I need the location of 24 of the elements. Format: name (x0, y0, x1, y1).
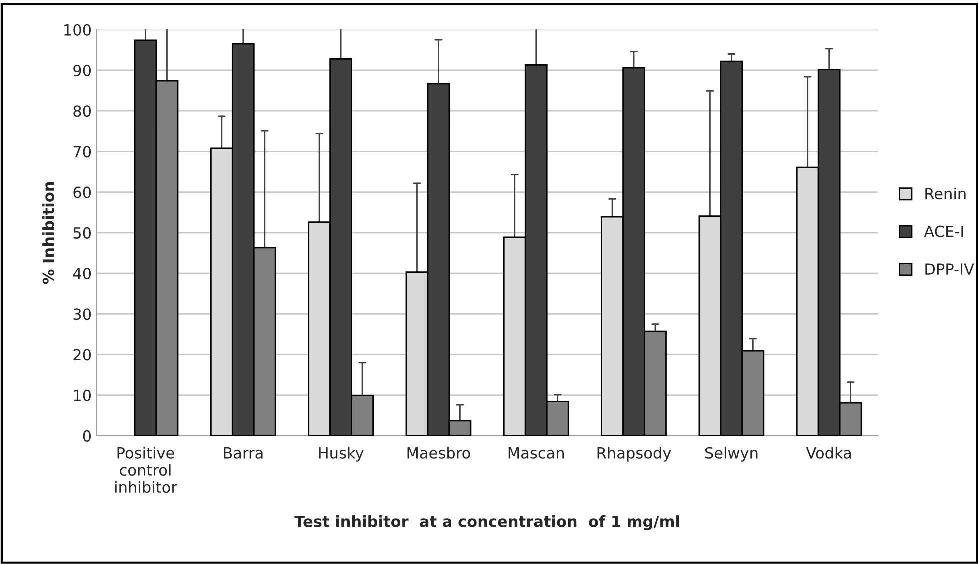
x-tick-label: Maesbro (408, 447, 470, 459)
x-axis-title: Test inhibitor at a concentration of 1 mg/ml (294, 516, 680, 530)
legend-label: Renin (926, 188, 966, 200)
y-tick-label: 100 (64, 24, 92, 36)
y-tick-label: 40 (73, 268, 92, 280)
x-tick-label: Vodka (806, 447, 852, 459)
y-tick-label: 20 (74, 349, 92, 361)
y-axis-title: % Inhibition (42, 182, 54, 284)
legend-label: ACE-I (924, 226, 964, 238)
x-tick-label: Husky (319, 447, 364, 462)
y-tick-label: 90 (74, 64, 92, 77)
x-tick-label: Mascan (508, 448, 564, 459)
y-tick-label: 0 (83, 430, 92, 442)
legend-label: DPP-IV (926, 264, 974, 275)
x-tick-label: Selwyn (705, 447, 758, 462)
y-tick-label: 30 (74, 308, 92, 320)
y-tick-label: 10 (74, 390, 92, 402)
y-tick-label: 50 (74, 227, 92, 239)
x-tick-label: Rhapsody (598, 447, 672, 462)
x-tick-label: Barra (224, 448, 263, 459)
y-tick-label: 60 (74, 186, 92, 198)
y-tick-label: 80 (74, 106, 92, 118)
y-tick-label: 70 (74, 146, 92, 158)
x-tick-label: Positive control inhibitor (115, 447, 178, 494)
